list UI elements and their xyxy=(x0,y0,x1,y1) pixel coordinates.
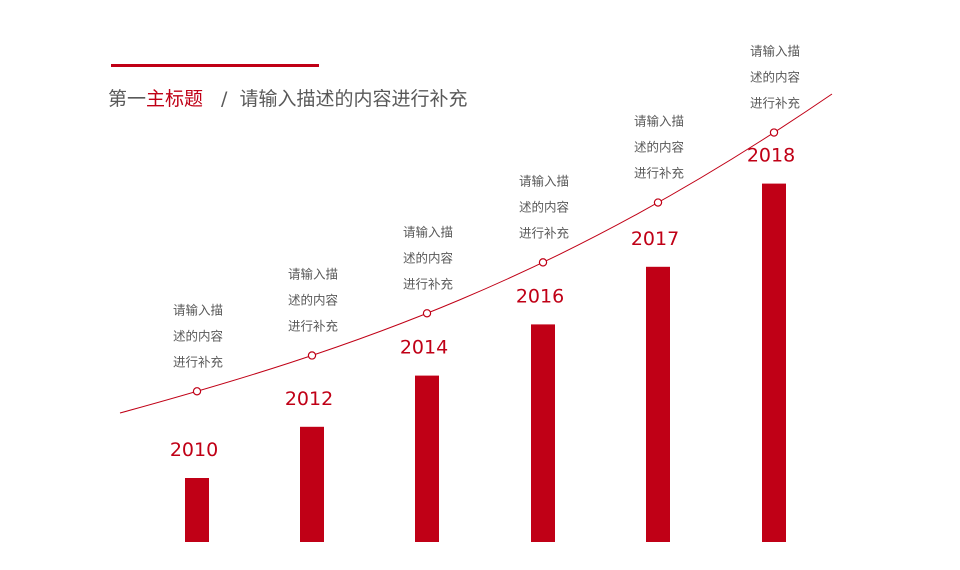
annotation-2012-line-3: 进行补充 xyxy=(288,318,338,333)
year-label-2016: 2016 xyxy=(516,285,564,307)
trend-curve xyxy=(119,93,833,414)
curve-marker-2010 xyxy=(192,387,202,396)
title-prefix: 第一 xyxy=(108,88,147,110)
annotation-2014-line-2: 述的内容 xyxy=(403,250,453,265)
annotation-2010-line-2: 述的内容 xyxy=(173,328,223,343)
title-separator: / xyxy=(221,88,228,110)
bar-group xyxy=(185,183,786,542)
year-label-2017: 2017 xyxy=(631,228,679,250)
curve-marker-2014 xyxy=(422,309,432,318)
year-label-2014: 2014 xyxy=(400,337,448,359)
annotation-2016-line-2: 述的内容 xyxy=(519,199,569,214)
curve-marker-2018 xyxy=(769,128,779,137)
annotation-2014-line-3: 进行补充 xyxy=(403,276,453,291)
page-title: 第一主标题 / 请输入描述的内容进行补充 xyxy=(108,84,467,111)
annotation-2014-line-1: 请输入描 xyxy=(403,224,453,239)
curve-marker-group xyxy=(192,128,779,396)
annotation-2010-line-3: 进行补充 xyxy=(173,354,223,369)
bar-2014 xyxy=(415,375,439,542)
annotation-2010-line-1: 请输入描 xyxy=(173,302,223,317)
year-label-group: 2010 2012 2014 2016 2017 2018 xyxy=(170,145,795,461)
annotation-2016-line-3: 进行补充 xyxy=(519,225,569,240)
annotation-2012-line-1: 请输入描 xyxy=(288,266,338,281)
annotation-2018-line-3: 进行补充 xyxy=(750,96,800,111)
bar-2012 xyxy=(300,426,324,542)
bar-2010 xyxy=(185,478,209,542)
annotation-2018-line-1: 请输入描 xyxy=(750,44,800,59)
annotation-2012-line-2: 述的内容 xyxy=(288,292,338,307)
title-accent-line xyxy=(111,64,319,67)
bar-2017 xyxy=(646,266,670,542)
year-label-2010: 2010 xyxy=(170,439,218,461)
year-label-2018: 2018 xyxy=(747,145,795,167)
annotation-2016-line-1: 请输入描 xyxy=(519,173,569,188)
year-label-2012: 2012 xyxy=(285,388,333,410)
annotation-2017-line-3: 进行补充 xyxy=(634,166,684,181)
curve-marker-2012 xyxy=(307,351,317,360)
title-main: 主标题 xyxy=(146,88,204,110)
annotation-2017-line-1: 请输入描 xyxy=(634,114,684,129)
annotation-2018-line-2: 述的内容 xyxy=(750,70,800,85)
bar-2018 xyxy=(762,183,786,542)
subtitle: 请输入描述的内容进行补充 xyxy=(239,88,468,110)
curve-marker-2017 xyxy=(653,198,663,207)
curve-marker-2016 xyxy=(538,258,548,267)
annotation-2017-line-2: 述的内容 xyxy=(634,140,684,155)
annotation-group: 请输入描述的内容进行补充请输入描述的内容进行补充请输入描述的内容进行补充请输入描… xyxy=(173,44,800,370)
bar-2016 xyxy=(531,324,555,542)
